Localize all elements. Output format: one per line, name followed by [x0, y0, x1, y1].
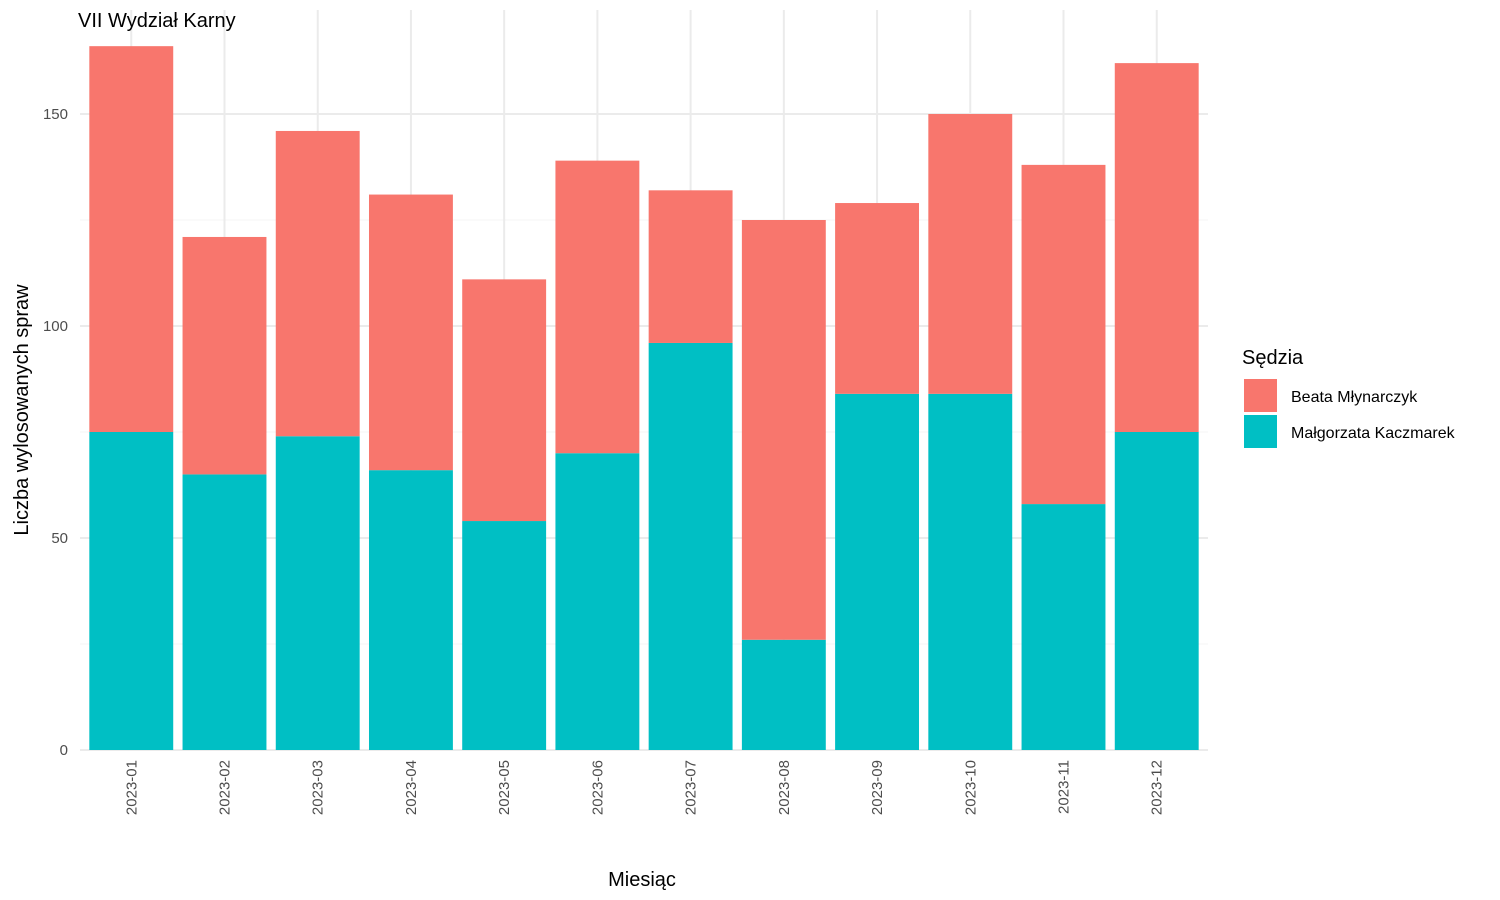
legend: Sędzia Beata Młynarczyk Małgorzata Kaczma… — [1242, 347, 1456, 448]
y-tick-label: 0 — [60, 742, 68, 759]
bar-segment — [462, 279, 547, 522]
legend-swatch — [1244, 379, 1277, 412]
x-tick-label: 2023-06 — [589, 760, 606, 815]
x-tick-label: 2023-07 — [683, 760, 700, 815]
y-axis-title: Liczba wylosowanych spraw — [11, 284, 33, 536]
bar-segment — [275, 130, 360, 437]
legend-label: Beata Młynarczyk — [1291, 389, 1418, 406]
x-tick-label: 2023-09 — [869, 760, 886, 815]
legend-items: Beata Młynarczyk Małgorzata Kaczmarek — [1244, 379, 1456, 448]
x-tick-label: 2023-02 — [216, 760, 233, 815]
bar-segment — [648, 190, 733, 343]
bar-segment — [182, 236, 267, 475]
bars — [89, 46, 1199, 750]
bar-segment — [1021, 164, 1106, 505]
x-tick-label: 2023-10 — [962, 760, 979, 815]
x-axis-ticks: 2023-01 2023-02 2023-03 2023-04 2023-05 2023-… — [123, 760, 1165, 815]
bar-segment — [89, 432, 174, 750]
bar-segment — [1114, 63, 1199, 433]
y-tick-label: 150 — [43, 106, 68, 123]
x-tick-label: 2023-04 — [403, 760, 420, 815]
legend-swatch — [1244, 415, 1277, 448]
bar-segment — [275, 436, 360, 750]
bar-segment — [368, 470, 453, 750]
bar-segment — [462, 521, 547, 750]
bar-segment — [1114, 432, 1199, 750]
x-tick-label: 2023-08 — [776, 760, 793, 815]
x-tick-label: 2023-03 — [310, 760, 327, 815]
bar-segment — [928, 393, 1013, 750]
bar-segment — [648, 342, 733, 750]
bar-segment — [741, 639, 826, 750]
x-tick-label: 2023-05 — [496, 760, 513, 815]
x-axis-title: Miesiąc — [608, 869, 676, 891]
x-tick-label: 2023-12 — [1149, 760, 1166, 815]
bar-segment — [928, 114, 1013, 394]
bar-segment — [835, 393, 920, 750]
bar-segment — [555, 160, 640, 454]
bar-segment — [555, 453, 640, 750]
y-tick-label: 50 — [51, 530, 68, 547]
x-tick-label: 2023-01 — [123, 760, 140, 815]
chart-title: VII Wydział Karny — [78, 10, 236, 32]
bar-segment — [741, 220, 826, 640]
bar-segment — [1021, 504, 1106, 750]
legend-title: Sędzia — [1242, 347, 1304, 369]
bar-segment — [835, 203, 920, 394]
y-axis-ticks: 0 50 100 150 — [43, 106, 68, 759]
y-tick-label: 100 — [43, 318, 68, 335]
bar-segment — [89, 46, 174, 432]
legend-label: Małgorzata Kaczmarek — [1291, 425, 1456, 442]
bar-segment — [368, 194, 453, 471]
bar-segment — [182, 474, 267, 750]
x-tick-label: 2023-11 — [1056, 760, 1073, 814]
